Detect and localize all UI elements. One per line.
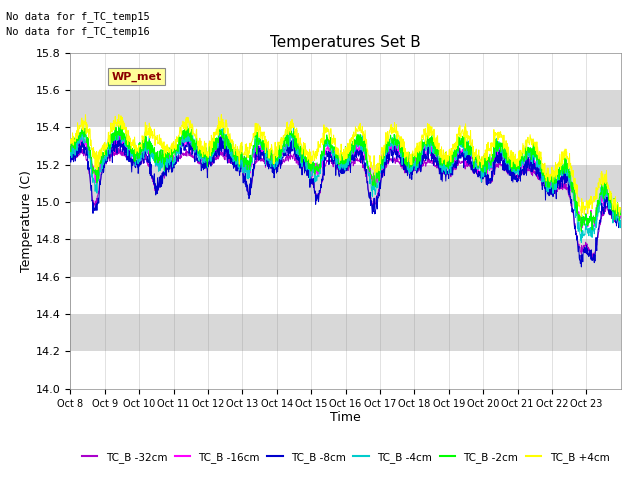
Text: No data for f_TC_temp15: No data for f_TC_temp15 xyxy=(6,11,150,22)
Bar xyxy=(70,240,621,277)
Bar xyxy=(70,314,621,351)
Legend: TC_B -32cm, TC_B -16cm, TC_B -8cm, TC_B -4cm, TC_B -2cm, TC_B +4cm: TC_B -32cm, TC_B -16cm, TC_B -8cm, TC_B … xyxy=(77,448,614,467)
Bar xyxy=(70,277,621,314)
Y-axis label: Temperature (C): Temperature (C) xyxy=(20,170,33,272)
Bar xyxy=(70,90,621,128)
Bar xyxy=(70,53,621,90)
X-axis label: Time: Time xyxy=(330,411,361,424)
Bar xyxy=(70,351,621,389)
Bar xyxy=(70,202,621,240)
Bar xyxy=(70,165,621,202)
Text: No data for f_TC_temp16: No data for f_TC_temp16 xyxy=(6,25,150,36)
Title: Temperatures Set B: Temperatures Set B xyxy=(270,35,421,50)
Bar xyxy=(70,128,621,165)
Text: WP_met: WP_met xyxy=(112,72,162,82)
